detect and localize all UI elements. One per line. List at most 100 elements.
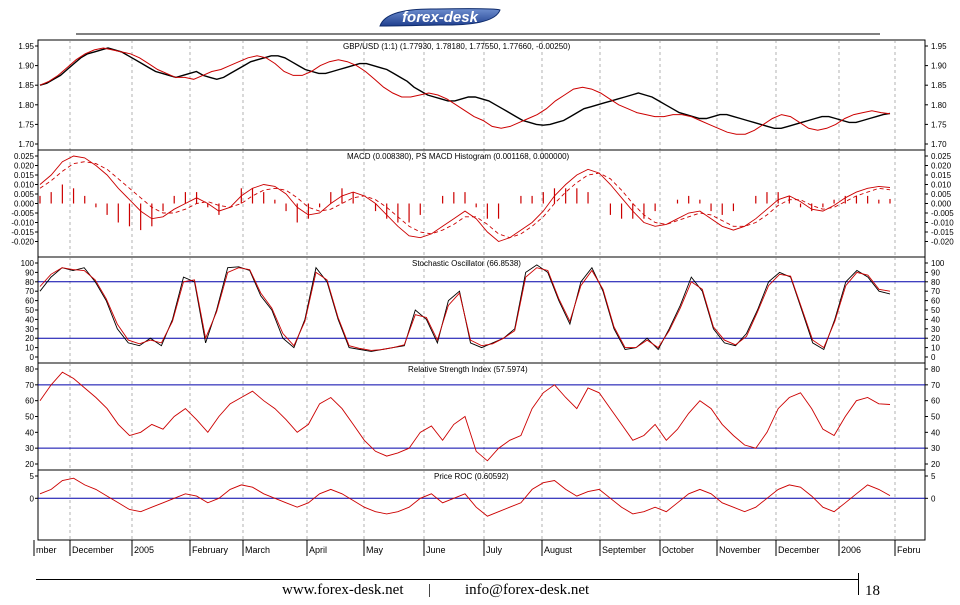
y-tick-label-left: 20 [25, 460, 34, 469]
x-tick-label: May [366, 545, 384, 555]
x-tick-label: December [778, 545, 820, 555]
panel-title-3: Stochastic Oscillator (66.8538) [412, 259, 521, 268]
panel-title-4: Relative Strength Index (57.5974) [408, 365, 528, 374]
y-tick-label-right: 0.000 [931, 200, 952, 209]
logo-text: forex-desk [402, 9, 479, 26]
y-tick-label-left: 0.000 [14, 200, 35, 209]
y-tick-label-left: -0.020 [11, 238, 34, 247]
y-tick-label-left: 0 [30, 494, 35, 503]
panel-title-1: GBP/USD (1:1) (1.77930, 1.78180, 1.77550… [343, 42, 571, 51]
y-tick-label-right: 40 [931, 315, 940, 324]
y-tick-label-right: 1.90 [931, 62, 947, 71]
y-tick-label-right: 1.95 [931, 42, 947, 51]
y-tick-label-right: 30 [931, 444, 940, 453]
y-tick-label-left: 0.025 [14, 152, 35, 161]
series-line-3-2 [39, 267, 891, 351]
x-tick-label: Febru [897, 545, 921, 555]
y-tick-label-left: 0.010 [14, 181, 35, 190]
y-tick-label-right: 0.020 [931, 162, 952, 171]
y-tick-label-right: 0.025 [931, 152, 952, 161]
y-tick-label-left: 80 [25, 278, 34, 287]
y-tick-label-left: 50 [25, 413, 34, 422]
x-tick-label: December [72, 545, 114, 555]
y-tick-label-left: 60 [25, 397, 34, 406]
y-tick-label-left: 30 [25, 444, 34, 453]
series-line-4-1 [39, 371, 891, 462]
y-tick-label-right: 0.015 [931, 171, 952, 180]
y-tick-label-right: 10 [931, 344, 940, 353]
y-tick-label-right: 70 [931, 287, 940, 296]
y-tick-label-left: 1.75 [18, 120, 34, 129]
footer-separator: | [428, 582, 432, 598]
footer: www.forex-desk.net | info@forex-desk.net [0, 580, 960, 600]
y-tick-label-left: 100 [21, 259, 35, 268]
y-tick-label-right: 100 [931, 259, 945, 268]
x-tick-label: mber [36, 545, 57, 555]
series-line-1-2 [39, 47, 891, 135]
y-tick-label-left: 1.90 [18, 62, 34, 71]
y-tick-label-left: 0.015 [14, 171, 35, 180]
panel-title-5: Price ROC (0.60592) [434, 472, 509, 481]
x-tick-label: August [544, 545, 573, 555]
y-tick-label-right: -0.020 [931, 238, 954, 247]
series-line-5-1 [39, 477, 891, 517]
y-tick-label-left: 0.020 [14, 162, 35, 171]
y-tick-label-left: 1.85 [18, 81, 34, 90]
forex-desk-logo: forex-desk [376, 4, 504, 30]
y-tick-label-right: -0.010 [931, 219, 954, 228]
panel-frame-1 [37, 39, 926, 151]
y-tick-label-left: 0 [30, 353, 35, 362]
y-tick-label-right: 1.75 [931, 120, 947, 129]
y-tick-label-right: 0 [931, 494, 936, 503]
x-tick-label: April [309, 545, 327, 555]
x-tick-label: 2006 [841, 545, 861, 555]
x-tick-label: September [602, 545, 646, 555]
panel-frame-2 [37, 149, 926, 258]
x-tick-label: October [662, 545, 694, 555]
footer-website[interactable]: www.forex-desk.net [282, 582, 404, 598]
y-tick-label-left: 70 [25, 381, 34, 390]
y-tick-label-right: 20 [931, 460, 940, 469]
y-tick-label-left: 1.80 [18, 101, 34, 110]
y-tick-label-right: 1.70 [931, 140, 947, 149]
y-tick-label-left: 50 [25, 306, 34, 315]
y-tick-label-right: 0.010 [931, 181, 952, 190]
x-tick-label: June [426, 545, 446, 555]
y-tick-label-left: 30 [25, 325, 34, 334]
footer-email[interactable]: info@forex-desk.net [465, 582, 590, 598]
series-line-2-2 [39, 161, 891, 239]
y-tick-label-right: -0.015 [931, 228, 954, 237]
y-tick-label-right: 30 [931, 325, 940, 334]
y-tick-label-left: 10 [25, 344, 34, 353]
y-tick-label-left: 40 [25, 315, 34, 324]
y-tick-label-left: -0.010 [11, 219, 34, 228]
x-tick-label: March [245, 545, 270, 555]
x-tick-label: November [719, 545, 761, 555]
y-tick-label-left: 80 [25, 365, 34, 374]
y-tick-label-right: 90 [931, 268, 940, 277]
footer-divider [36, 579, 858, 580]
x-tick-label: 2005 [134, 545, 154, 555]
y-tick-label-right: 80 [931, 365, 940, 374]
x-tick-label: February [192, 545, 229, 555]
y-tick-label-right: 50 [931, 413, 940, 422]
y-tick-label-right: 20 [931, 334, 940, 343]
y-tick-label-left: 0.005 [14, 190, 35, 199]
y-tick-label-left: 60 [25, 297, 34, 306]
y-tick-label-right: 40 [931, 428, 940, 437]
y-tick-label-left: 70 [25, 287, 34, 296]
y-tick-label-right: 1.85 [931, 81, 947, 90]
y-tick-label-right: 70 [931, 381, 940, 390]
footer-divider-vertical [858, 573, 859, 595]
y-tick-label-left: 1.95 [18, 42, 34, 51]
y-tick-label-right: 1.80 [931, 101, 947, 110]
y-tick-label-right: 50 [931, 306, 940, 315]
y-tick-label-right: -0.005 [931, 209, 954, 218]
y-tick-label-left: 5 [30, 472, 35, 481]
y-tick-label-right: 60 [931, 397, 940, 406]
y-tick-label-right: 0.005 [931, 190, 952, 199]
panel-title-2: MACD (0.008380), PS MACD Histogram (0.00… [347, 152, 570, 161]
y-tick-label-right: 60 [931, 297, 940, 306]
